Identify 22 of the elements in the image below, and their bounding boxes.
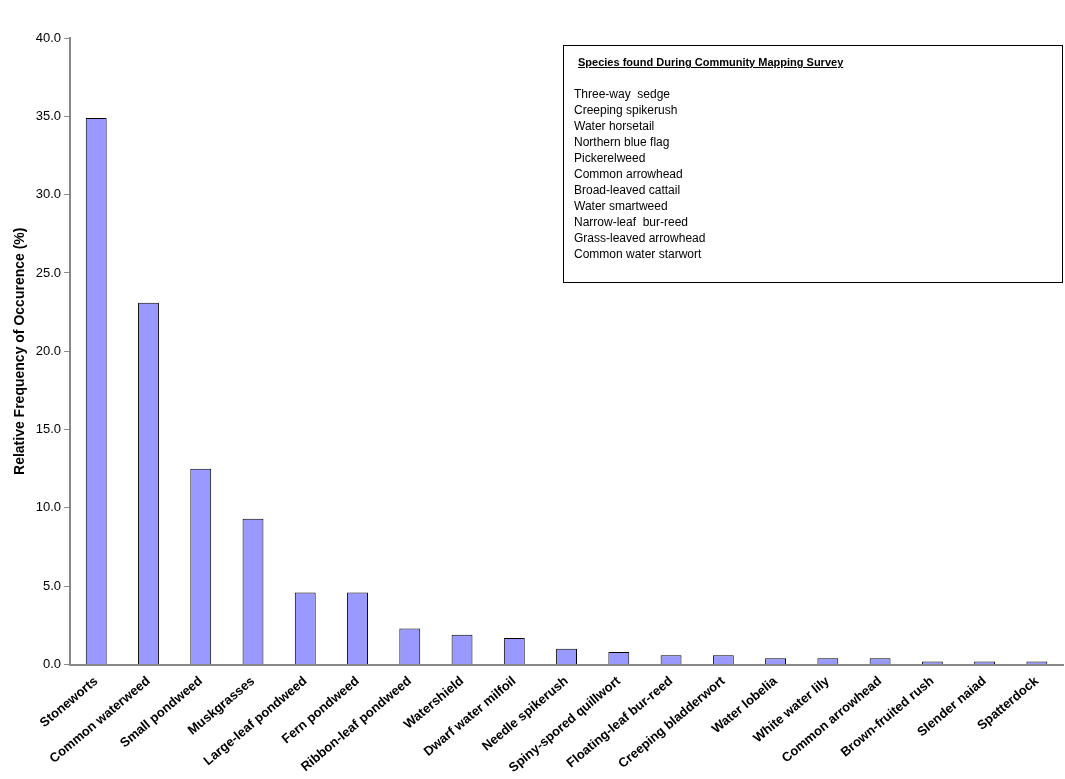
- y-axis-title: Relative Frequency of Occurence (%): [11, 227, 28, 475]
- annotation: Narrow-leaf bur-reed: [574, 214, 690, 230]
- y-tick-label: 35.0: [35, 107, 62, 123]
- annotation: Common arrowhead: [574, 166, 684, 182]
- annotation: Species found During Community Mapping Survey: [578, 55, 845, 70]
- annotation: Water smartweed: [574, 198, 669, 214]
- y-tick-label: 40.0: [35, 29, 62, 45]
- annotation: Creeping spikerush: [574, 102, 679, 118]
- y-tick-label: 25.0: [35, 264, 62, 280]
- annotation: Grass-leaved arrowhead: [574, 230, 707, 246]
- y-tick-label: 15.0: [35, 421, 62, 437]
- annotation: Water horsetail: [574, 118, 656, 134]
- y-tick-label: 20.0: [35, 342, 62, 358]
- annotation: Common water starwort: [574, 246, 703, 262]
- annotation: Three-way sedge: [574, 86, 672, 102]
- y-tick-label: 10.0: [35, 499, 62, 515]
- y-tick-label: 30.0: [35, 186, 62, 202]
- annotation: Broad-leaved cattail: [574, 182, 682, 198]
- y-tick-label: 5.0: [43, 577, 62, 593]
- y-tick-label: 0.0: [43, 656, 62, 672]
- annotation: Pickerelweed: [574, 150, 647, 166]
- annotation: Northern blue flag: [574, 134, 671, 150]
